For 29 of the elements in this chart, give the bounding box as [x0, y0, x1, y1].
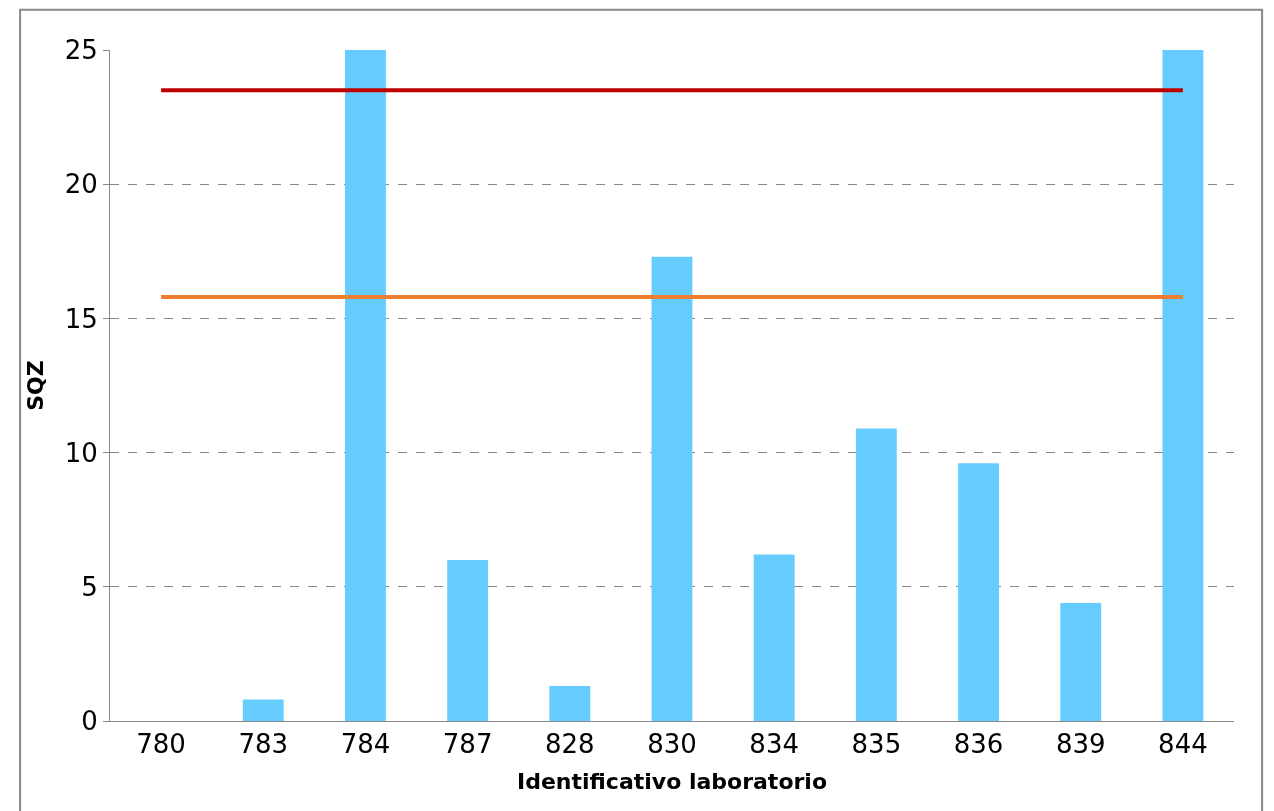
x-tick-label: 839 — [1055, 729, 1106, 760]
x-tick-label: 828 — [545, 729, 595, 760]
x-tick-label: 784 — [340, 729, 391, 760]
bar — [1060, 602, 1102, 721]
bar — [345, 50, 386, 721]
y-tick-label: 25 — [64, 35, 98, 66]
x-tick-label: 780 — [136, 729, 186, 760]
bar — [447, 559, 489, 721]
bar — [753, 554, 795, 721]
y-tick-label: 5 — [81, 571, 98, 602]
bar — [549, 686, 591, 721]
x-tick-label: 830 — [647, 729, 697, 760]
x-axis-title: Identificativo laboratorio — [516, 769, 828, 795]
bar — [958, 463, 999, 721]
y-tick-label: 0 — [81, 706, 98, 737]
bar — [1162, 50, 1204, 721]
bar — [855, 428, 897, 721]
y-tick-label: 15 — [64, 303, 98, 334]
x-tick-label: 844 — [1158, 729, 1208, 760]
y-tick-label: 20 — [64, 169, 98, 200]
y-tick-label: 10 — [64, 437, 98, 468]
x-tick-label: 834 — [749, 729, 799, 760]
bar — [242, 699, 284, 721]
x-tick-label: 836 — [953, 729, 1004, 760]
x-tick-label: 787 — [442, 729, 493, 760]
y-axis-title: SQZ — [22, 360, 48, 411]
x-tick-label: 835 — [851, 729, 902, 760]
x-tick-label: 783 — [238, 729, 289, 760]
bar — [651, 256, 693, 721]
